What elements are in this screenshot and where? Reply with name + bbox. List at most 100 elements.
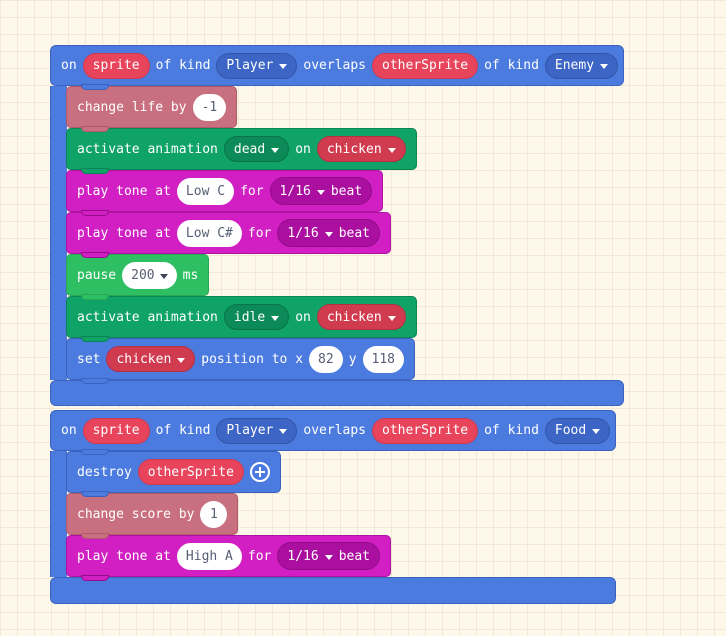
- play-tone-label: play tone at: [77, 183, 171, 199]
- score-value-field[interactable]: 1: [200, 500, 228, 528]
- kind-dropdown-label: Enemy: [554, 58, 595, 73]
- play-tone-label: play tone at: [77, 225, 171, 241]
- play-tone-label: play tone at: [77, 548, 171, 564]
- for-label: for: [240, 183, 264, 199]
- sprite-dropdown-label: chicken: [116, 351, 172, 367]
- set-label: set: [77, 351, 101, 367]
- score-value: 1: [209, 506, 218, 522]
- event-label-of-kind: of kind: [155, 58, 211, 73]
- beat-fraction-label: 1/16: [287, 225, 319, 241]
- event-block-left-wall: [50, 86, 67, 380]
- beat-duration-block[interactable]: 1/16 beat: [277, 219, 380, 247]
- event-block-left-wall: [50, 451, 67, 577]
- event-block-footer[interactable]: [50, 380, 624, 406]
- x-value-field[interactable]: 82: [309, 345, 343, 373]
- chevron-down-icon: [177, 357, 186, 363]
- block-connector-tab: [81, 449, 109, 455]
- othersprite-variable-label: otherSprite: [147, 464, 234, 480]
- kind-dropdown-label: Player: [226, 58, 274, 73]
- event-label-on: on: [61, 58, 77, 73]
- beat-duration-block[interactable]: 1/16 beat: [277, 542, 380, 570]
- activate-animation-dead-block[interactable]: activate animation dead on chicken: [66, 128, 417, 174]
- block-connector-tab: [81, 84, 109, 90]
- block-connector-tab: [81, 294, 109, 300]
- destroy-sprite-block[interactable]: destroy otherSprite: [66, 451, 281, 497]
- block-connector-tab: [81, 252, 109, 258]
- tone-note-value: Low C#: [185, 225, 233, 241]
- event-block-overlap-enemy[interactable]: on sprite of kind Player overlaps otherS…: [50, 45, 624, 90]
- othersprite-variable-pill[interactable]: otherSprite: [137, 459, 244, 485]
- event-block-footer[interactable]: [50, 577, 616, 604]
- change-score-label: change score by: [77, 506, 195, 522]
- animation-dropdown-label: idle: [233, 309, 266, 325]
- activate-animation-idle-block[interactable]: activate animation idle on chicken: [66, 296, 417, 342]
- kind-dropdown-player[interactable]: Player: [216, 52, 298, 79]
- chevron-down-icon: [279, 429, 288, 434]
- block-connector-tab: [81, 378, 109, 384]
- sprite-variable-pill[interactable]: sprite: [82, 52, 150, 79]
- x-value: 82: [318, 351, 334, 367]
- event-label-overlaps: overlaps: [303, 423, 367, 438]
- animation-dropdown-idle[interactable]: idle: [223, 304, 290, 330]
- chevron-down-icon: [387, 147, 396, 153]
- block-connector-tab: [81, 336, 109, 342]
- beat-label: beat: [330, 183, 363, 199]
- life-value-field[interactable]: -1: [192, 93, 227, 121]
- play-tone-low-csharp-block[interactable]: play tone at Low C# for 1/16 beat: [66, 212, 391, 258]
- activate-animation-label: activate animation: [77, 309, 218, 325]
- sprite-dropdown-chicken[interactable]: chicken: [106, 346, 196, 372]
- sprite-dropdown-label: chicken: [326, 309, 382, 325]
- pause-duration-value: 200: [131, 267, 155, 283]
- event-label-of-kind: of kind: [484, 423, 539, 438]
- tone-note-field[interactable]: Low C#: [176, 219, 242, 247]
- pause-label: pause: [77, 267, 117, 283]
- kind-dropdown-player[interactable]: Player: [216, 417, 298, 444]
- event-label-of-kind: of kind: [155, 423, 211, 438]
- event-block-overlap-food[interactable]: on sprite of kind Player overlaps otherS…: [50, 410, 616, 455]
- animation-dropdown-dead[interactable]: dead: [223, 136, 290, 162]
- change-life-block[interactable]: change life by -1: [66, 86, 238, 132]
- kind-dropdown-enemy[interactable]: Enemy: [544, 52, 619, 79]
- pause-block[interactable]: pause 200 ms: [66, 254, 210, 300]
- sprite-dropdown-chicken[interactable]: chicken: [316, 136, 406, 162]
- tone-note-field[interactable]: High A: [176, 542, 242, 570]
- kind-dropdown-food[interactable]: Food: [544, 417, 611, 444]
- kind-dropdown-label: Player: [226, 423, 274, 438]
- destroy-label: destroy: [77, 464, 132, 480]
- beat-fraction-label: 1/16: [287, 548, 319, 564]
- position-to-x-label: position to x: [201, 351, 304, 367]
- change-score-block[interactable]: change score by 1: [66, 493, 239, 539]
- chevron-down-icon: [600, 64, 609, 69]
- sprite-variable-pill[interactable]: sprite: [82, 417, 150, 444]
- beat-label: beat: [338, 225, 370, 241]
- othersprite-variable-label: otherSprite: [382, 423, 469, 438]
- plus-circle-icon[interactable]: [249, 462, 270, 482]
- play-tone-high-a-block[interactable]: play tone at High A for 1/16 beat: [66, 535, 391, 581]
- play-tone-low-c-block[interactable]: play tone at Low C for 1/16 beat: [66, 170, 384, 216]
- chevron-down-icon: [387, 315, 396, 321]
- beat-fraction-label: 1/16: [279, 183, 311, 199]
- tone-note-value: High A: [185, 548, 233, 564]
- sprite-dropdown-chicken[interactable]: chicken: [316, 304, 406, 330]
- set-position-block[interactable]: set chicken position to x 82 y 118: [66, 338, 415, 384]
- sprite-variable-label: sprite: [92, 423, 140, 438]
- beat-duration-block[interactable]: 1/16 beat: [269, 177, 373, 205]
- y-value-field[interactable]: 118: [362, 345, 404, 373]
- block-connector-tab: [81, 126, 109, 132]
- chevron-down-icon: [592, 429, 601, 434]
- change-life-label: change life by: [77, 99, 187, 115]
- pause-duration-dropdown[interactable]: 200: [122, 261, 177, 289]
- event-label-of-kind: of kind: [484, 58, 539, 73]
- othersprite-variable-pill[interactable]: otherSprite: [372, 52, 479, 79]
- for-label: for: [247, 548, 272, 564]
- y-label: y: [348, 351, 357, 367]
- chevron-down-icon: [279, 64, 288, 69]
- block-connector-tab: [81, 575, 109, 581]
- for-label: for: [247, 225, 272, 241]
- othersprite-variable-pill[interactable]: otherSprite: [372, 417, 479, 444]
- tone-note-field[interactable]: Low C: [176, 177, 235, 205]
- animation-dropdown-label: dead: [233, 141, 266, 157]
- chevron-down-icon: [271, 315, 280, 321]
- activate-animation-label: activate animation: [77, 141, 218, 157]
